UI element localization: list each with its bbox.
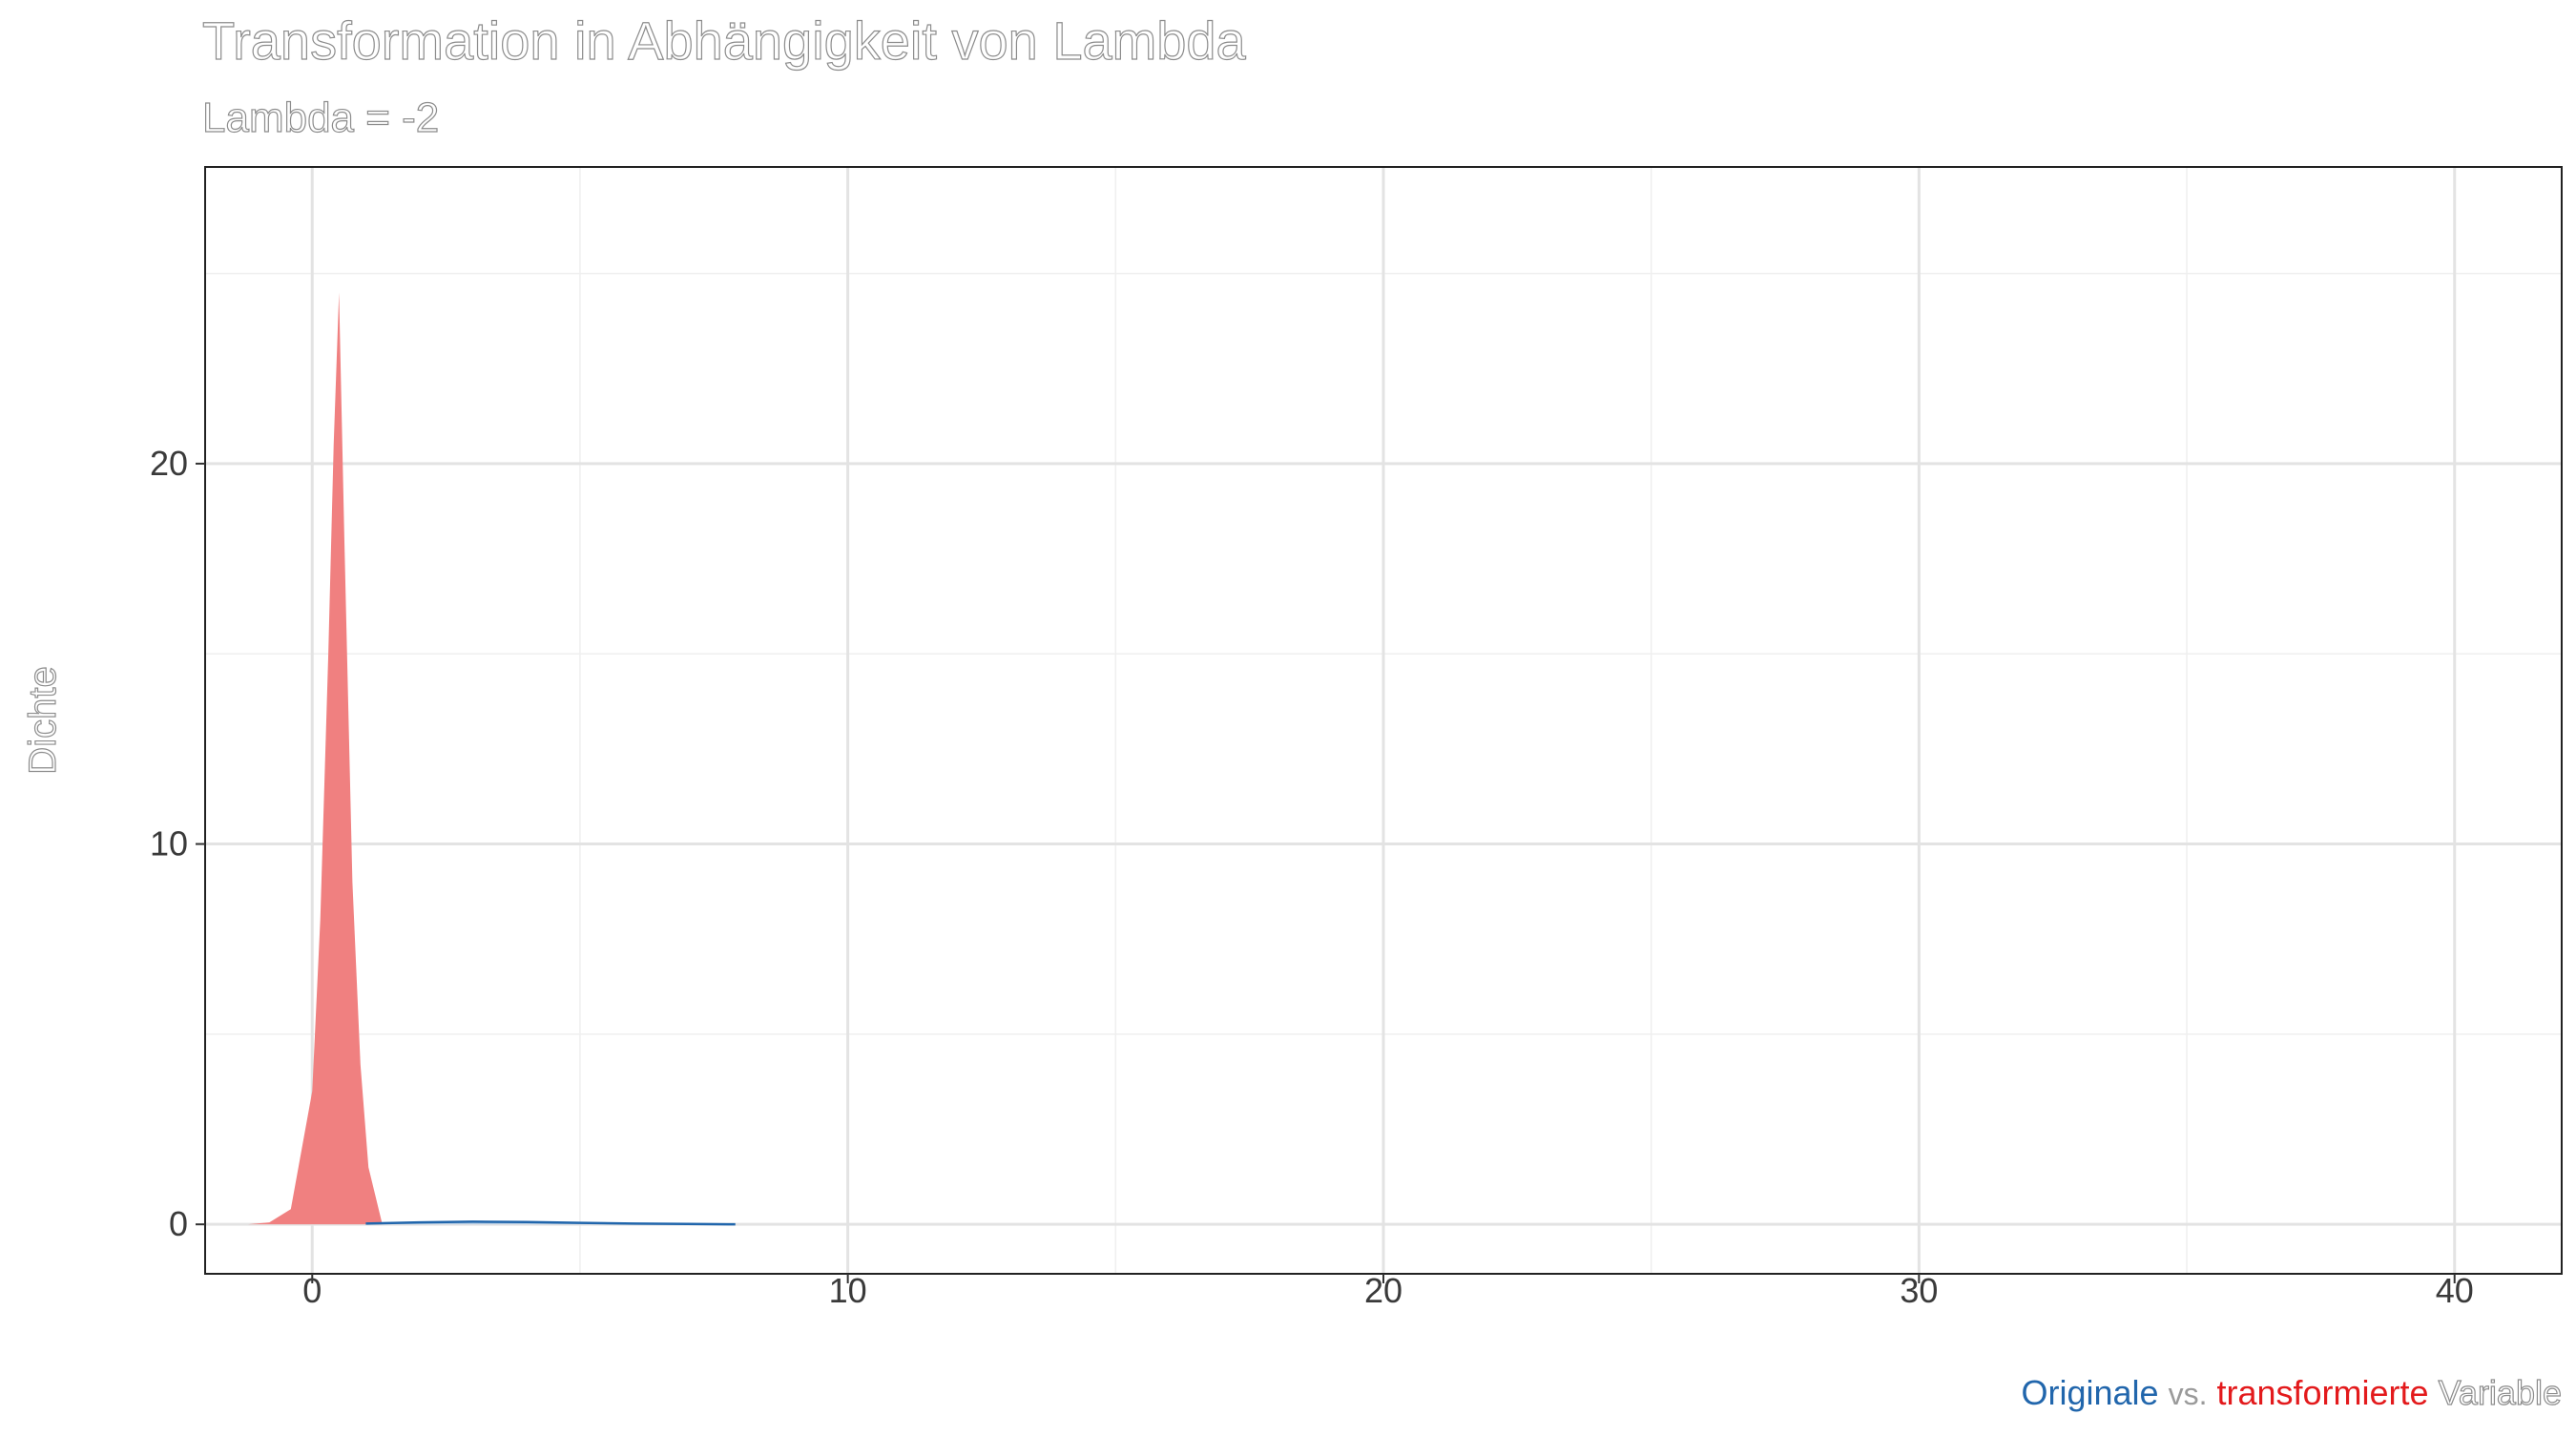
y-tick-label: 0 — [169, 1204, 188, 1243]
caption-vs: vs. — [2169, 1377, 2208, 1411]
x-tick-label: 10 — [829, 1271, 867, 1310]
caption-variable: Variable — [2439, 1373, 2562, 1412]
y-tick-label: 20 — [150, 444, 188, 483]
original-density-line — [365, 1220, 736, 1226]
x-tick-label: 30 — [1900, 1271, 1938, 1310]
x-tick-label: 20 — [1364, 1271, 1402, 1310]
x-tick-label: 0 — [302, 1271, 322, 1310]
caption-original: Originale — [2021, 1373, 2158, 1412]
density-series — [247, 292, 736, 1226]
caption-transformed: transformierte — [2216, 1373, 2428, 1412]
chart-title: Transformation in Abhängigkeit von Lambd… — [202, 10, 1247, 71]
gridlines — [205, 167, 2562, 1274]
x-tick-label: 40 — [2436, 1271, 2474, 1310]
y-tick-label: 10 — [150, 824, 188, 864]
y-axis-label: Dichte — [22, 666, 64, 774]
chart-subtitle: Lambda = -2 — [202, 94, 439, 141]
axis-ticks: 0 10 20 30 40 0 10 20 — [150, 444, 2474, 1310]
transformed-density-area — [247, 292, 383, 1225]
plot-panel: 0 10 20 30 40 0 10 20 — [150, 166, 2563, 1310]
chart-caption: Originale vs. transformierte Variable — [2021, 1373, 2562, 1412]
